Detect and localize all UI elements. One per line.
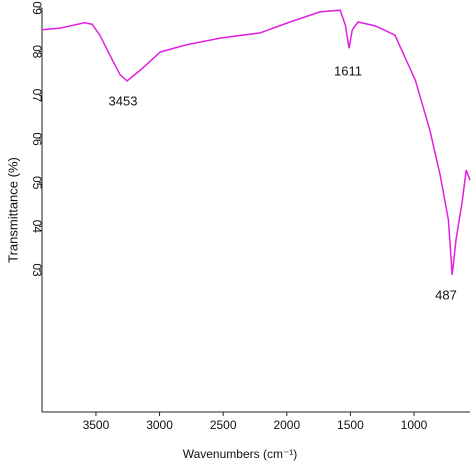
peak-label: 3453	[109, 93, 138, 108]
peak-label: 487	[435, 287, 457, 302]
spectrum-line	[41, 9, 471, 275]
x-tick-label: 3500	[83, 418, 110, 432]
x-tick-label: 2500	[210, 418, 237, 432]
y-tick-label: 09	[30, 1, 44, 15]
y-tick-label: 04	[30, 220, 44, 234]
y-axis-title: Transmittance (%)	[5, 157, 20, 263]
x-tick-label: 1000	[401, 418, 428, 432]
x-tick-label: 3000	[146, 418, 173, 432]
y-tick-label: 07	[30, 89, 44, 103]
x-axis-title: Wavenumbers (cm⁻¹)	[183, 447, 298, 461]
x-tick-label: 2000	[273, 418, 300, 432]
y-tick-label: 05	[30, 176, 44, 190]
y-tick-label: 03	[30, 263, 44, 277]
x-tick-label: 1500	[337, 418, 364, 432]
y-tick-label: 06	[30, 132, 44, 146]
peak-label: 1611	[334, 63, 362, 78]
y-tick-label: 08	[30, 45, 44, 59]
